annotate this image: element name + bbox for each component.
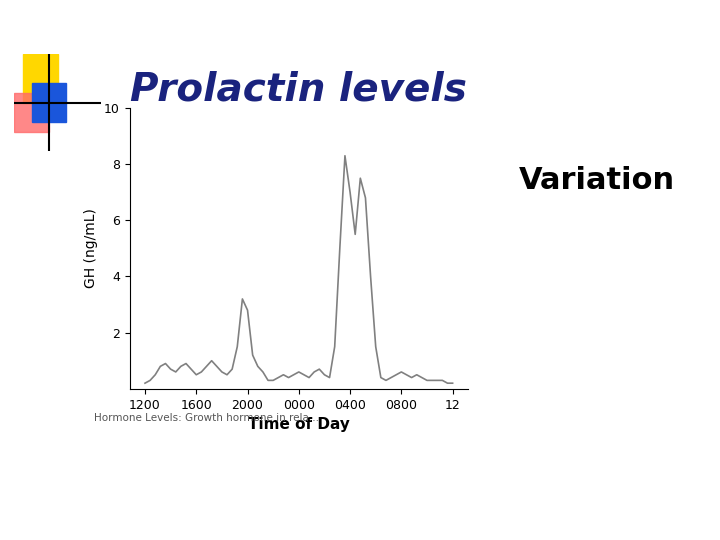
Bar [14,93,49,132]
Text: Prolactin levels: Prolactin levels [130,70,467,108]
Text: Hormone Levels: Growth hormone in rela...: Hormone Levels: Growth hormone in rela..… [94,413,319,423]
X-axis label: Time of Day: Time of Day [248,417,350,432]
Bar [32,83,66,122]
Text: Variation: Variation [518,166,675,195]
Y-axis label: GH (ng/mL): GH (ng/mL) [84,208,99,288]
Bar [23,54,58,103]
